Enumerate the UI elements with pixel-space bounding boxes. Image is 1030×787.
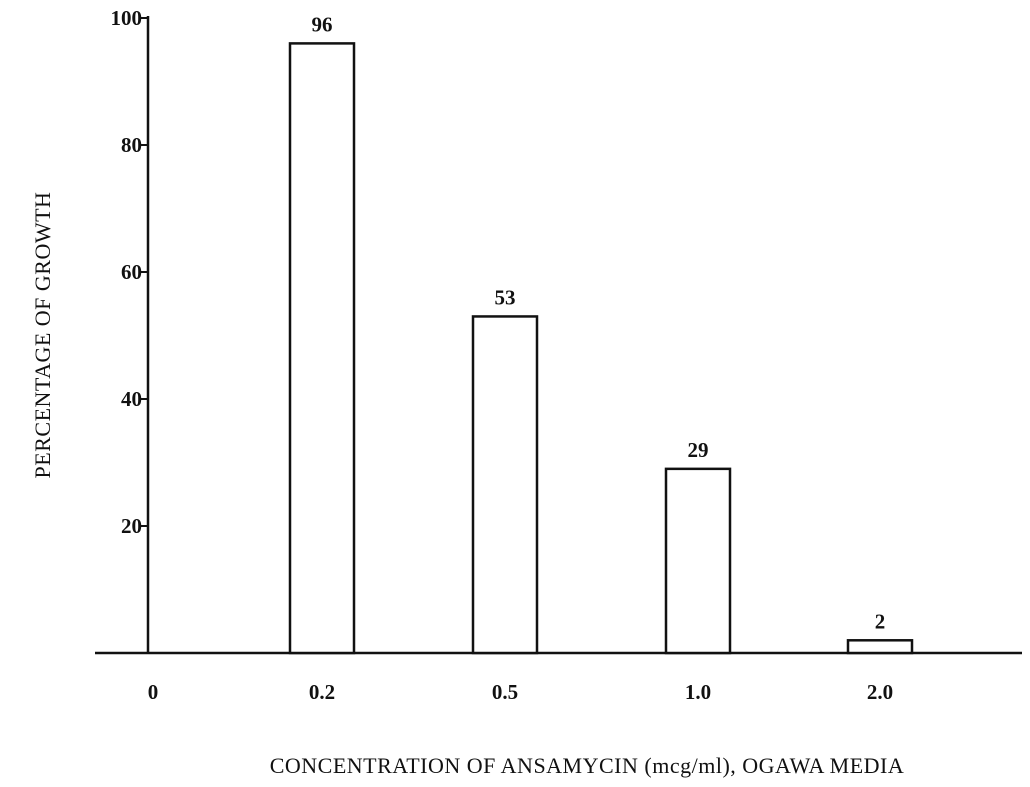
y-axis-title: PERCENTAGE OF GROWTH [30, 192, 55, 479]
data-label-2.0: 2 [875, 609, 886, 633]
x-tick-label-0.2: 0.2 [309, 680, 335, 704]
x-tick-label-2.0: 2.0 [867, 680, 893, 704]
y-tick-label-40: 40 [121, 387, 142, 411]
bar-2.0 [846, 639, 914, 655]
data-label-1.0: 29 [688, 438, 709, 462]
data-label-0.5: 53 [495, 285, 516, 309]
x-axis-title: CONCENTRATION OF ANSAMYCIN (mcg/ml), OGA… [270, 753, 905, 778]
bar-0.2 [288, 42, 356, 655]
bar-1.0 [664, 467, 732, 655]
bar-0.5 [471, 315, 539, 655]
data-label-0.2: 96 [312, 12, 333, 36]
axes [95, 16, 1022, 655]
x-origin-label: 0 [148, 680, 159, 704]
bars [288, 42, 914, 655]
y-tick-label-80: 80 [121, 133, 142, 157]
labels: 20 40 60 80 100 96 0.2 53 0.5 29 1.0 2 2.0 [111, 6, 894, 704]
x-tick-label-0.5: 0.5 [492, 680, 518, 704]
x-tick-label-1.0: 1.0 [685, 680, 711, 704]
y-tick-label-100: 100 [111, 6, 143, 30]
y-tick-label-20: 20 [121, 514, 142, 538]
y-tick-label-60: 60 [121, 260, 142, 284]
